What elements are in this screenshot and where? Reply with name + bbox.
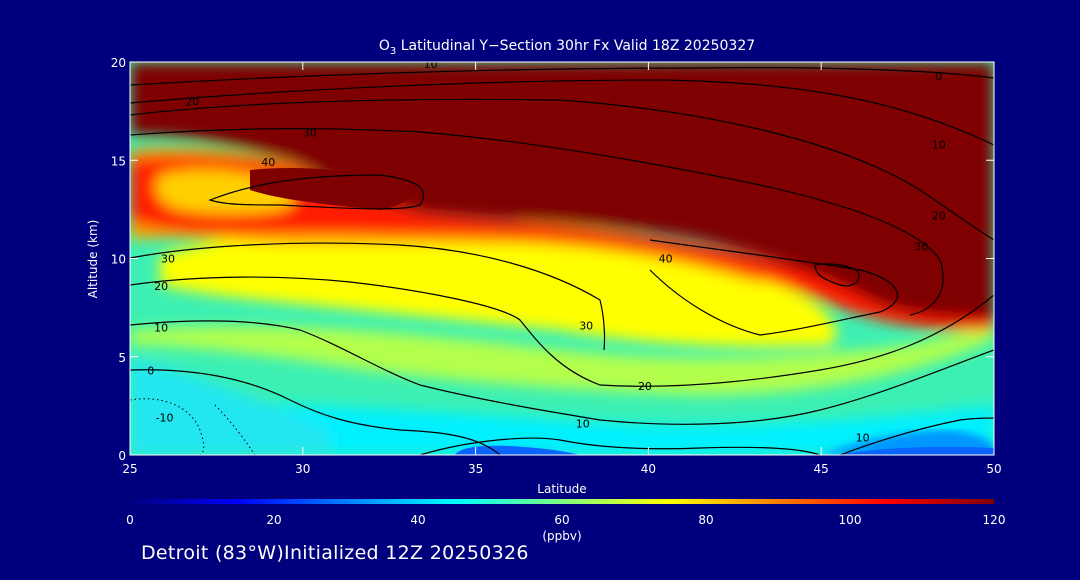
negative-contours [130, 398, 256, 455]
contour-line-neg10-b [214, 404, 256, 455]
contour-line-20-top [130, 98, 994, 241]
colorbar-tick-label: 20 [266, 513, 281, 527]
y-tick-label: 20 [111, 56, 126, 70]
contour-line-10-low [419, 437, 821, 455]
footer-info: Detroit (83°W)Initialized 12Z 20250326 [141, 542, 529, 564]
fill-cyan-band [130, 395, 994, 455]
contour-label: 30 [579, 319, 593, 332]
x-tick-label: 45 [814, 462, 829, 476]
x-tick-label: 50 [986, 462, 1001, 476]
contour-label: 10 [932, 139, 946, 152]
contour-line-30-top [130, 128, 944, 316]
y-tick-label: 10 [111, 253, 126, 267]
fill-strato-dark-cut [250, 168, 411, 210]
colorbar-label: (ppbv) [542, 529, 581, 543]
colorbar-tick-label: 60 [554, 513, 569, 527]
fill-dark-red [130, 62, 994, 319]
contour-line-10-mid [130, 320, 994, 425]
contour-labels: 0 10 10 20 20 30 30 40 40 30 30 20 20 10 10 10 0 -10 [147, 58, 946, 444]
x-tick-label: 30 [295, 462, 310, 476]
y-tick-label: 5 [118, 351, 126, 365]
contour-line-neg10 [130, 398, 205, 455]
y-axis-label: Altitude (km) [86, 220, 100, 299]
contour-label: 10 [856, 431, 870, 444]
fill-blue-bottom-left [455, 445, 580, 455]
contour-line-30-mid [130, 242, 606, 351]
contour-label: 0 [935, 70, 942, 83]
contour-label: 30 [914, 241, 928, 254]
contour-line-40-east [649, 239, 899, 336]
contour-label: 0 [147, 365, 154, 378]
x-tick-label: 35 [468, 462, 483, 476]
x-tick-label: 40 [641, 462, 656, 476]
colorbar-tick-label: 0 [126, 513, 134, 527]
y-tick-label: 15 [111, 154, 126, 168]
fill-cyan-sw [130, 360, 330, 455]
contour-label: 10 [576, 418, 590, 431]
contour-line-40-strato [208, 174, 425, 210]
contour-label: 30 [161, 253, 175, 266]
contour-label: 40 [659, 253, 673, 266]
contour-label: 40 [261, 156, 275, 169]
colorbar-tick-label: 100 [839, 513, 862, 527]
contour-line-10-right [839, 417, 994, 455]
colorbar-ticks: 0 20 40 60 80 100 120 [126, 513, 1005, 527]
contour-line-0-top [130, 67, 994, 86]
contour-line-40-inner [814, 263, 860, 287]
contour-line-20-mid [130, 276, 994, 387]
fill-blue-bottom-right [835, 446, 994, 455]
contour-label: 20 [638, 380, 652, 393]
colorbar-tick-label: 120 [983, 513, 1006, 527]
colorbar [130, 499, 994, 504]
contour-label: -10 [156, 412, 174, 425]
ozone-fill [130, 62, 994, 455]
x-tick-label: 25 [122, 462, 137, 476]
contour-label: 10 [424, 58, 438, 71]
contour-label: 20 [185, 95, 199, 108]
colorbar-tick-label: 80 [698, 513, 713, 527]
plot-area: 0 10 10 20 20 30 30 40 40 30 30 20 20 10 10 10 0 -10 [130, 58, 994, 455]
x-axis-label: Latitude [537, 482, 586, 496]
contour-line-0-mid [130, 369, 501, 455]
axes: 25 30 35 40 45 50 0 5 10 15 20 [111, 56, 1002, 476]
chart-title: O3 Latitudinal Y−Section 30hr Fx Valid 1… [379, 38, 755, 57]
y-tick-label: 0 [118, 449, 126, 463]
contour-label: 30 [303, 127, 317, 140]
contour-line-10-top [130, 79, 994, 146]
contour-label: 10 [154, 321, 168, 334]
colorbar-tick-label: 40 [410, 513, 425, 527]
contour-lines [130, 67, 994, 455]
contour-label: 20 [932, 209, 946, 222]
contour-label: 20 [154, 280, 168, 293]
